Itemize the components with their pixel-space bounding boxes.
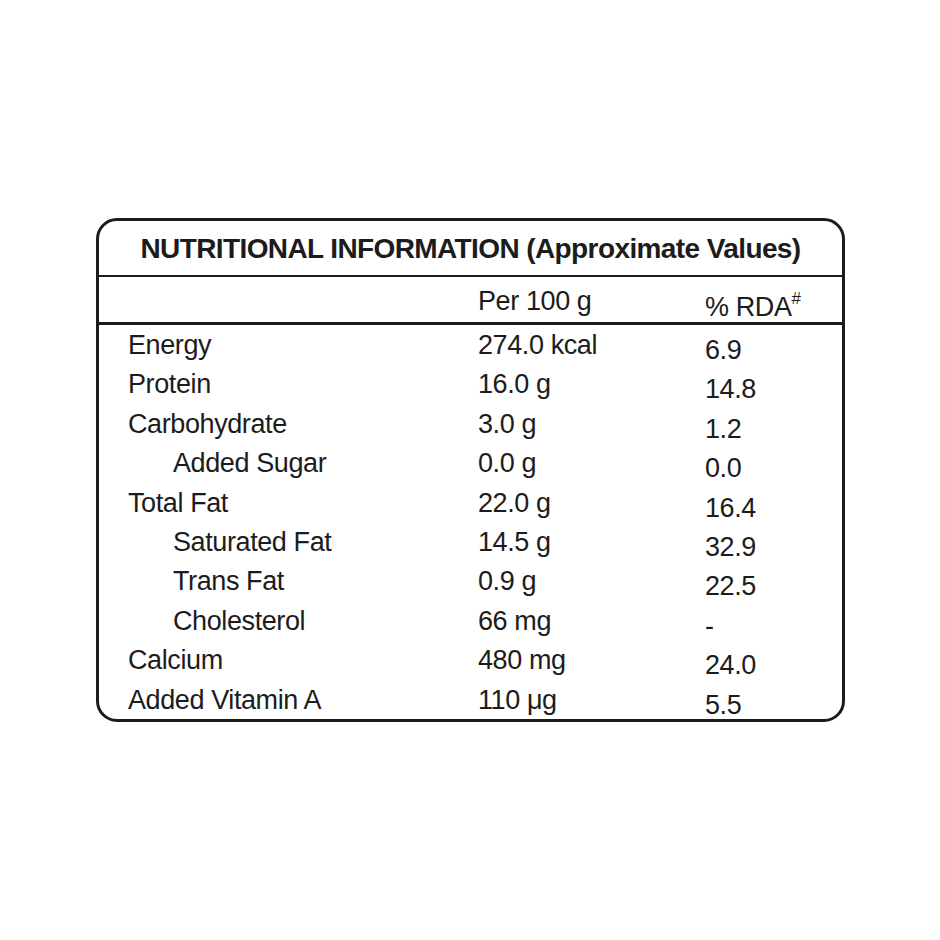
- nutrient-amount: 274.0 kcal: [478, 326, 597, 365]
- nutrient-amount: 22.0 g: [478, 484, 551, 523]
- nutrient-rows: Energy 274.0 kcal 6.9 Protein 16.0 g 14.…: [99, 325, 842, 720]
- nutrient-name: Cholesterol: [173, 602, 305, 641]
- column-header-row: Per 100 g % RDA#: [99, 277, 842, 325]
- nutrient-name: Saturated Fat: [173, 523, 331, 562]
- nutrient-row: Total Fat 22.0 g 16.4: [99, 484, 842, 523]
- nutrient-name: Energy: [128, 326, 211, 365]
- nutrient-row: Saturated Fat 14.5 g 32.9: [99, 523, 842, 562]
- nutrient-amount: 14.5 g: [478, 523, 551, 562]
- nutrient-row: Added Vitamin A 110 μg 5.5: [99, 681, 842, 720]
- nutrient-row: Added Sugar 0.0 g 0.0: [99, 444, 842, 483]
- nutrient-row: Calcium 480 mg 24.0: [99, 641, 842, 680]
- rda-footnote-superscript: #: [792, 289, 801, 308]
- nutrient-amount: 480 mg: [478, 641, 566, 680]
- nutrient-name: Added Sugar: [173, 444, 326, 483]
- nutrient-name: Total Fat: [128, 484, 228, 523]
- nutrition-facts-panel: NUTRITIONAL INFORMATION (Approximate Val…: [96, 218, 845, 722]
- nutrient-amount: 0.0 g: [478, 444, 536, 483]
- nutrient-name: Carbohydrate: [128, 405, 287, 444]
- nutrient-amount: 66 mg: [478, 602, 551, 641]
- nutrient-name: Protein: [128, 365, 211, 404]
- column-header-per-100g: Per 100 g: [478, 277, 591, 325]
- nutrient-name: Calcium: [128, 641, 223, 680]
- column-header-rda: % RDA#: [705, 277, 801, 331]
- nutrient-rda-value: 5.5: [705, 686, 741, 725]
- panel-title: NUTRITIONAL INFORMATION (Approximate Val…: [99, 221, 842, 277]
- nutrient-name: Trans Fat: [173, 562, 284, 601]
- nutrient-row: Trans Fat 0.9 g 22.5: [99, 562, 842, 601]
- nutrient-amount: 3.0 g: [478, 405, 536, 444]
- nutrient-row: Cholesterol 66 mg -: [99, 602, 842, 641]
- column-header-rda-text: % RDA: [705, 292, 792, 322]
- nutrient-amount: 16.0 g: [478, 365, 551, 404]
- nutrient-row: Carbohydrate 3.0 g 1.2: [99, 405, 842, 444]
- nutrient-amount: 110 μg: [478, 681, 557, 720]
- nutrient-name: Added Vitamin A: [128, 681, 321, 720]
- nutrient-row: Energy 274.0 kcal 6.9: [99, 326, 842, 365]
- nutrient-amount: 0.9 g: [478, 562, 536, 601]
- nutrient-row: Protein 16.0 g 14.8: [99, 365, 842, 404]
